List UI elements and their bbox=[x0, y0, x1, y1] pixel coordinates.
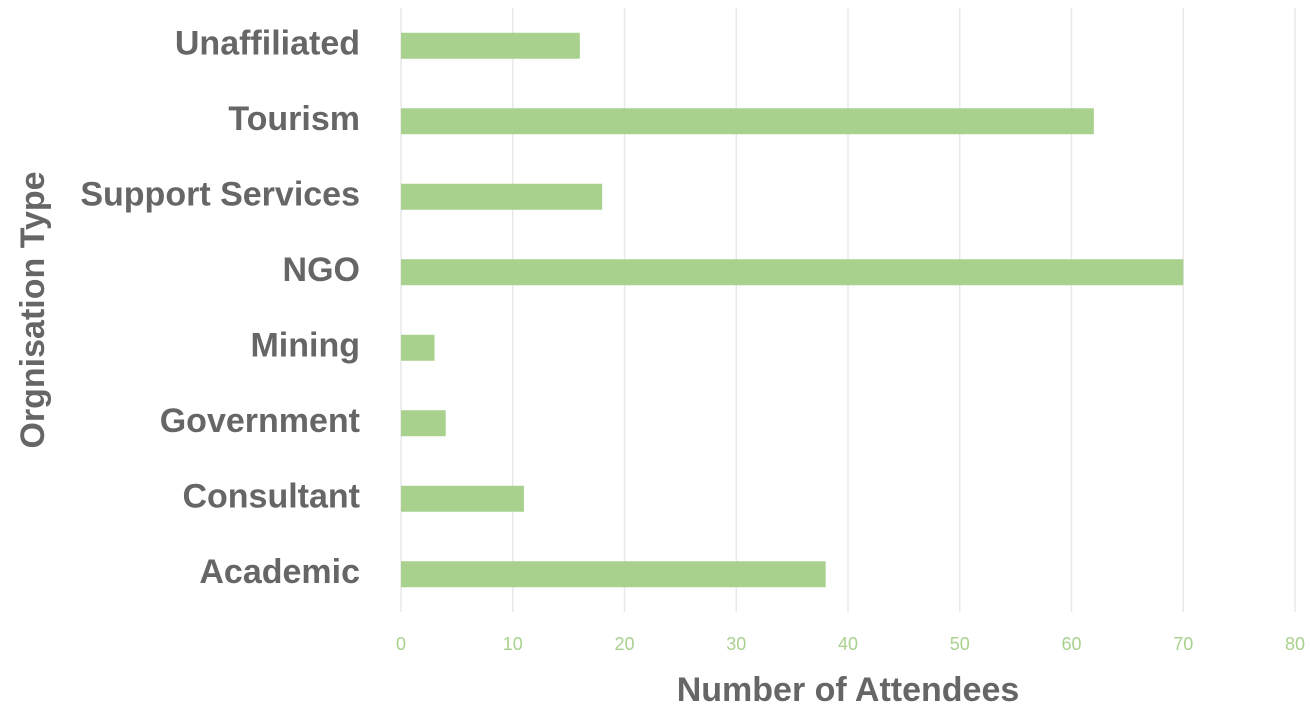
x-tick-label: 70 bbox=[1173, 634, 1193, 654]
x-axis-title: Number of Attendees bbox=[677, 671, 1020, 709]
bar bbox=[401, 32, 580, 59]
y-tick-label: Support Services bbox=[80, 176, 360, 214]
bar bbox=[401, 108, 1094, 135]
x-tick-label: 40 bbox=[838, 634, 858, 654]
y-tick-label: Academic bbox=[199, 553, 360, 591]
y-tick-label: Consultant bbox=[182, 478, 360, 516]
bar bbox=[401, 183, 603, 210]
y-tick-label: Mining bbox=[250, 327, 360, 365]
x-tick-label: 60 bbox=[1061, 634, 1081, 654]
x-tick-label: 30 bbox=[726, 634, 746, 654]
bar bbox=[401, 561, 826, 588]
x-tick-label: 50 bbox=[950, 634, 970, 654]
bar bbox=[401, 410, 446, 437]
x-tick-label: 80 bbox=[1285, 634, 1305, 654]
y-axis-title: Orgnisation Type bbox=[14, 171, 52, 448]
y-tick-label: Unaffiliated bbox=[175, 25, 360, 63]
bar bbox=[401, 259, 1184, 286]
x-tick-label: 0 bbox=[396, 634, 406, 654]
y-tick-label: Tourism bbox=[228, 100, 360, 138]
bar bbox=[401, 334, 435, 361]
x-tick-label: 10 bbox=[503, 634, 523, 654]
y-tick-label: NGO bbox=[283, 251, 360, 289]
y-tick-label: Government bbox=[160, 402, 360, 440]
bar bbox=[401, 485, 524, 512]
x-tick-label: 20 bbox=[614, 634, 634, 654]
